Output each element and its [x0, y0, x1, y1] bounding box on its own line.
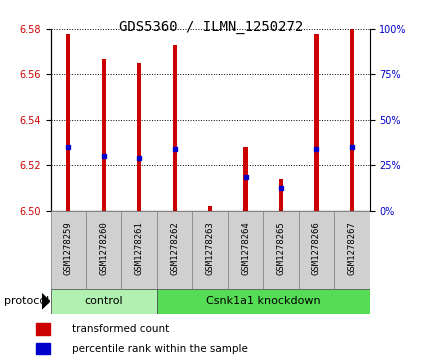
Bar: [36, 343, 50, 354]
Text: protocol: protocol: [4, 296, 50, 306]
Bar: [66, 34, 70, 211]
Text: GSM1278260: GSM1278260: [99, 221, 108, 275]
Bar: [228, 211, 263, 289]
Text: GSM1278266: GSM1278266: [312, 221, 321, 275]
Bar: [86, 211, 121, 289]
Bar: [334, 211, 370, 289]
Bar: [36, 323, 50, 335]
Bar: [157, 211, 192, 289]
Text: percentile rank within the sample: percentile rank within the sample: [72, 343, 248, 354]
Bar: [350, 29, 354, 211]
Bar: [192, 211, 228, 289]
Bar: [208, 206, 212, 211]
Text: GSM1278261: GSM1278261: [135, 221, 144, 275]
Bar: [314, 34, 319, 211]
Text: GSM1278265: GSM1278265: [276, 221, 286, 275]
Text: GSM1278264: GSM1278264: [241, 221, 250, 275]
Bar: [172, 45, 177, 211]
Text: GSM1278267: GSM1278267: [347, 221, 356, 275]
Bar: [263, 211, 299, 289]
Bar: [137, 63, 141, 211]
Text: transformed count: transformed count: [72, 324, 169, 334]
Polygon shape: [42, 294, 50, 309]
Bar: [51, 289, 157, 314]
Text: Csnk1a1 knockdown: Csnk1a1 knockdown: [206, 296, 321, 306]
Bar: [51, 211, 86, 289]
Text: GDS5360 / ILMN_1250272: GDS5360 / ILMN_1250272: [119, 20, 303, 34]
Bar: [299, 211, 334, 289]
Bar: [121, 211, 157, 289]
Text: GSM1278262: GSM1278262: [170, 221, 179, 275]
Text: GSM1278259: GSM1278259: [64, 221, 73, 275]
Text: control: control: [84, 296, 123, 306]
Bar: [157, 289, 370, 314]
Bar: [102, 58, 106, 211]
Bar: [243, 147, 248, 211]
Text: GSM1278263: GSM1278263: [205, 221, 215, 275]
Bar: [279, 179, 283, 211]
